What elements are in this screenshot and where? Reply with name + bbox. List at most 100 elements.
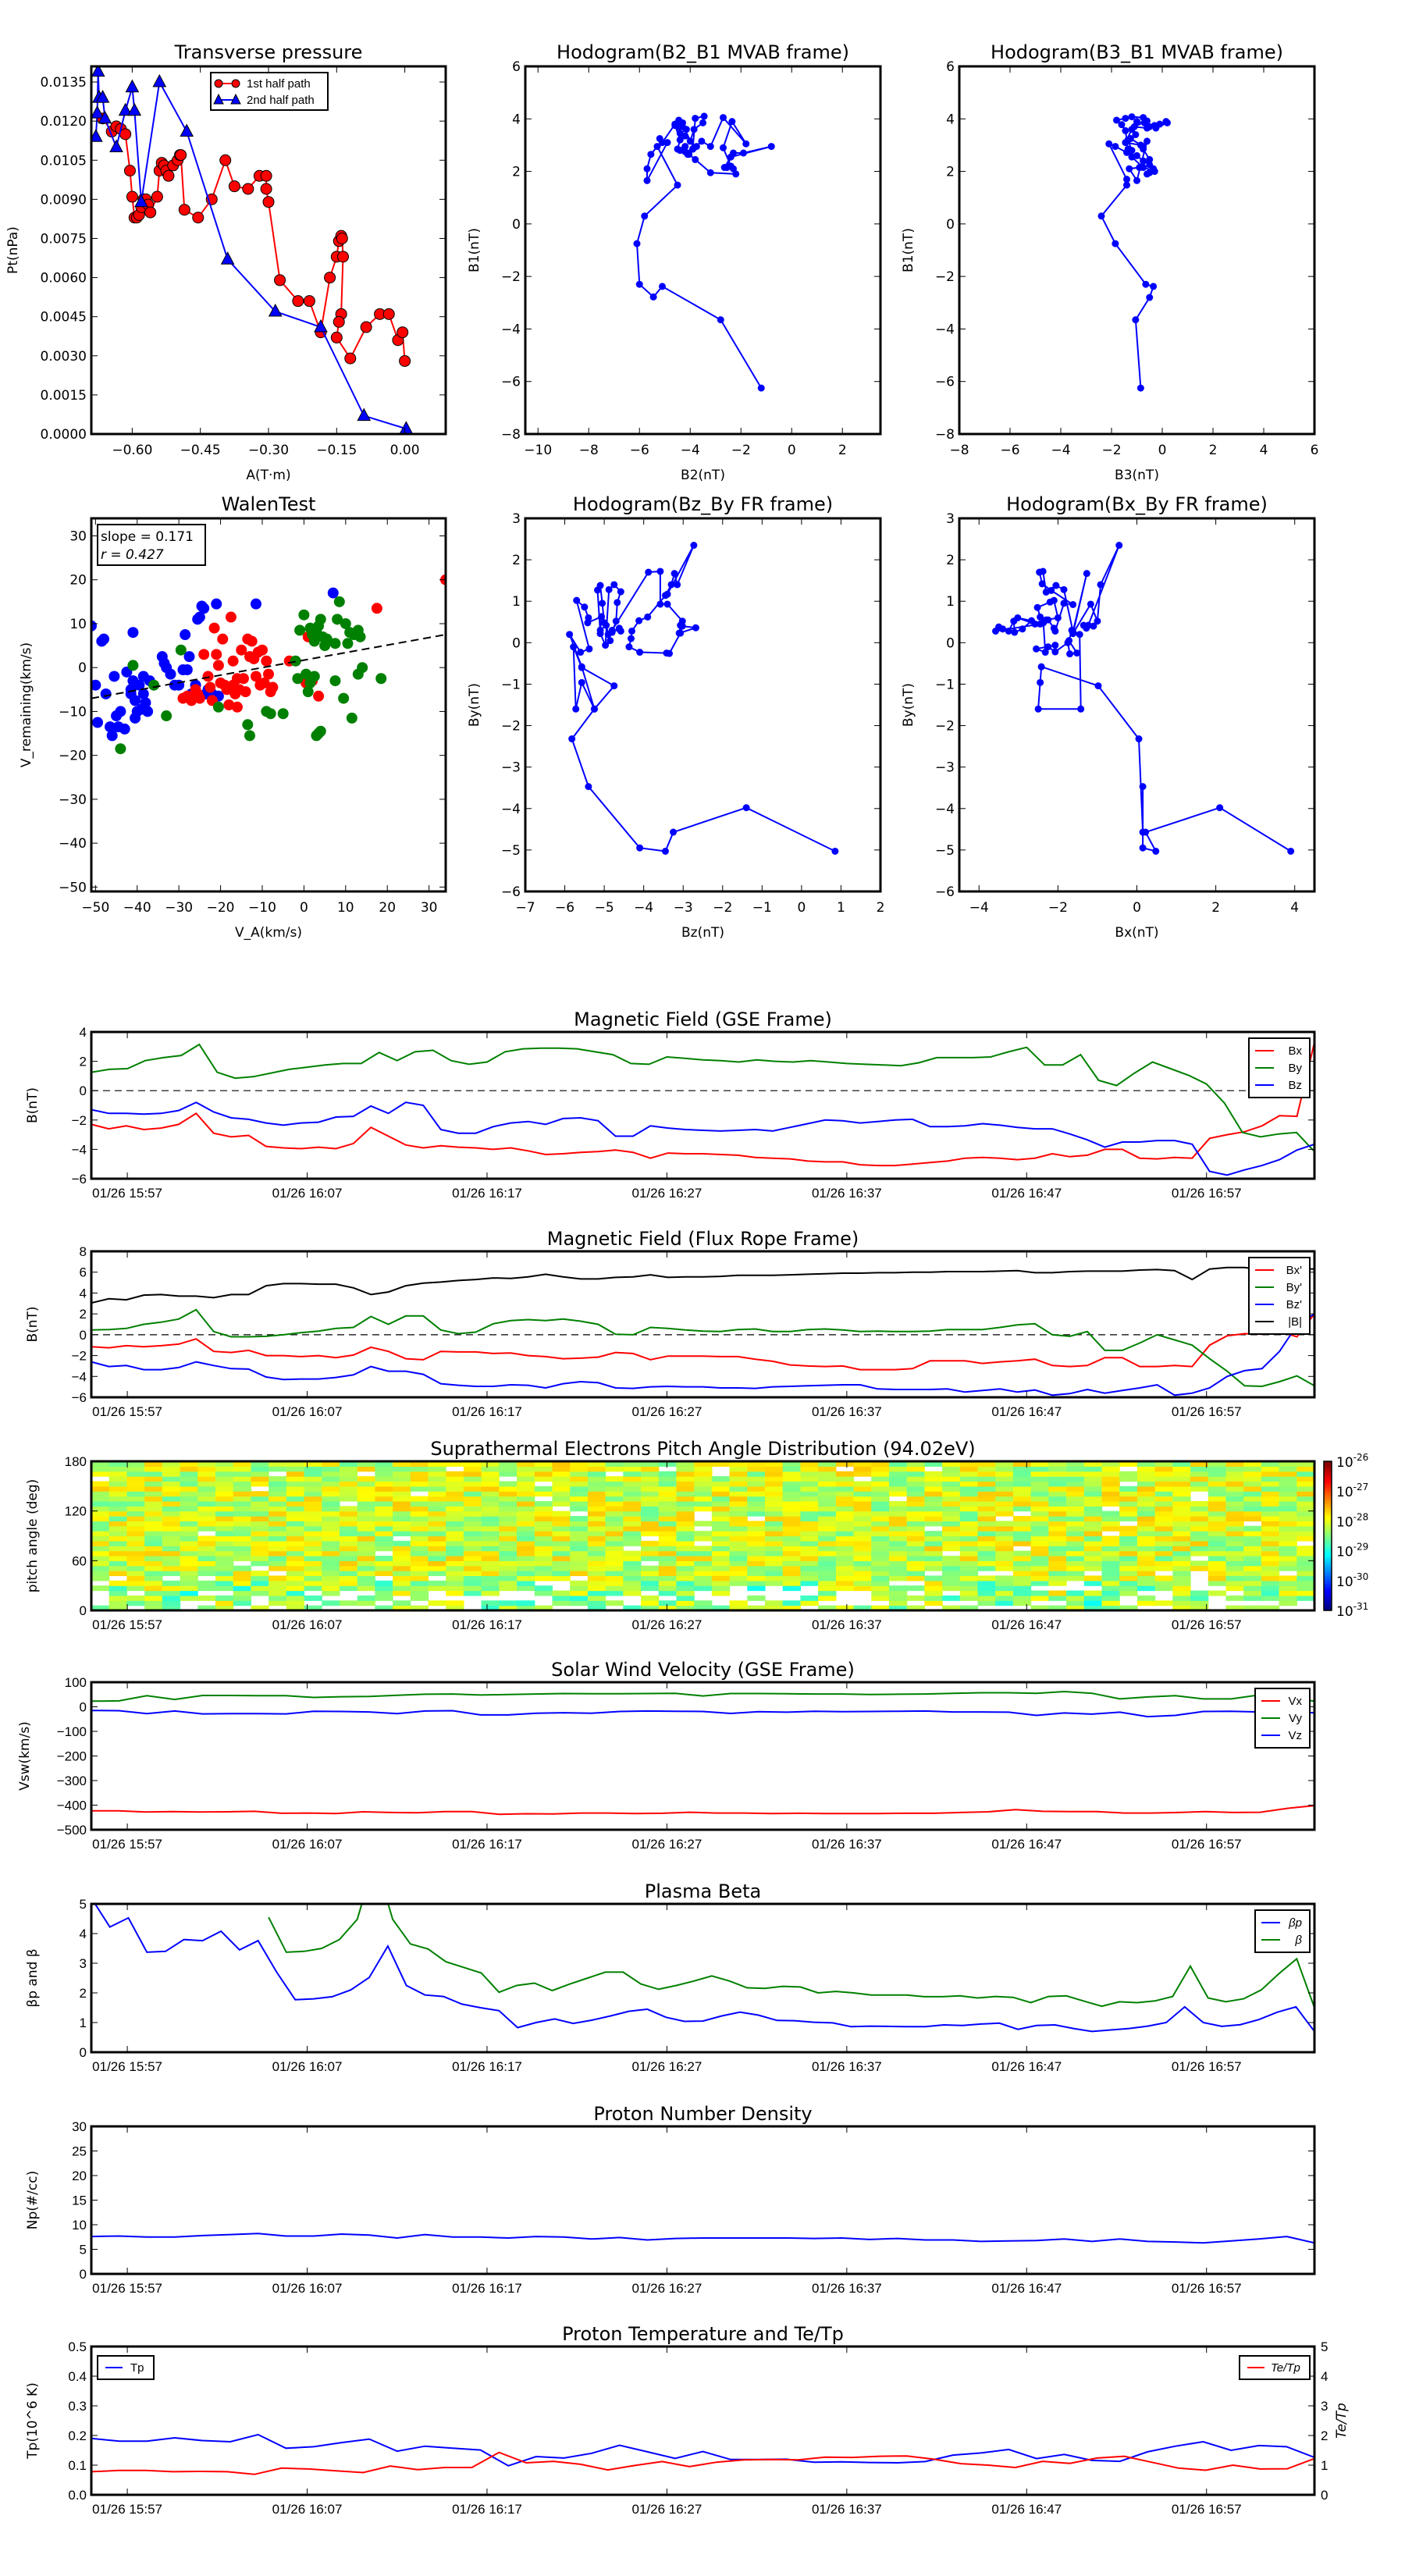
heatmap-cell <box>1136 1600 1156 1606</box>
heatmap-cell <box>446 1605 464 1611</box>
heatmap-cell <box>1279 1590 1297 1596</box>
x-tick-label: 01/26 15:57 <box>92 2059 162 2074</box>
heatmap-cell <box>499 1525 518 1532</box>
data-point <box>674 581 681 589</box>
data-point <box>667 581 675 589</box>
data-point <box>1150 283 1158 290</box>
heatmap-cell <box>924 1535 943 1542</box>
hodo_b2b1-frame <box>524 65 882 436</box>
heatmap-cell <box>269 1535 287 1542</box>
heatmap-cell <box>924 1500 943 1507</box>
data-point <box>636 844 644 852</box>
heatmap-cell <box>995 1476 1014 1482</box>
heatmap-cell <box>410 1516 429 1521</box>
data-point <box>1123 181 1130 189</box>
data-point <box>91 105 105 119</box>
heatmap-cell <box>428 1461 446 1467</box>
heatmap-cell <box>144 1521 163 1527</box>
scatter-point-blue <box>92 717 104 728</box>
heatmap-cell <box>764 1540 784 1546</box>
heatmap-cell <box>251 1550 269 1557</box>
data-point <box>1097 212 1105 220</box>
heatmap-cell <box>729 1481 748 1487</box>
heatmap-cell <box>977 1546 996 1552</box>
heatmap-cell <box>304 1555 322 1561</box>
heatmap-cell <box>91 1516 110 1521</box>
colorbar-segment <box>1324 1553 1332 1557</box>
heatmap-cell <box>888 1500 908 1507</box>
heatmap-cell <box>694 1461 713 1467</box>
heatmap-cell <box>304 1481 322 1487</box>
y-tick-label: 2 <box>512 165 521 180</box>
heatmap-cell <box>534 1565 553 1571</box>
x-tick-label: 2 <box>1209 443 1218 458</box>
x-tick-label: 01/26 16:07 <box>272 2281 343 2296</box>
heatmap-cell <box>1243 1560 1262 1567</box>
heatmap-cell <box>162 1590 181 1596</box>
scatter-point-green <box>329 638 341 649</box>
heatmap-cell <box>853 1510 872 1517</box>
heatmap-cell <box>641 1471 660 1477</box>
y-tick-label: 0.3 <box>68 2399 87 2414</box>
heatmap-cell <box>251 1605 269 1611</box>
heatmap-cell <box>747 1510 766 1517</box>
y-tick-label: −500 <box>57 1823 87 1838</box>
heatmap-cell <box>1297 1496 1315 1502</box>
heatmap-cell <box>339 1485 358 1492</box>
heatmap-cell <box>1261 1605 1280 1611</box>
heatmap-cell <box>1279 1531 1297 1537</box>
heatmap-cell <box>481 1580 500 1586</box>
heatmap-cell <box>1012 1580 1032 1586</box>
x-tick-label: 01/26 16:57 <box>1172 2502 1242 2517</box>
heatmap-cell <box>1066 1471 1085 1477</box>
heatmap-cell <box>1030 1485 1049 1492</box>
heatmap-cell <box>534 1531 553 1537</box>
heatmap-cell <box>888 1516 908 1521</box>
heatmap-cell <box>162 1595 181 1601</box>
heatmap-cell <box>233 1535 251 1542</box>
heatmap-cell <box>251 1585 269 1592</box>
heatmap-cell <box>1066 1546 1085 1552</box>
data-point <box>1011 628 1019 636</box>
heatmap-cell <box>499 1485 518 1492</box>
heatmap-cell <box>764 1500 784 1507</box>
heatmap-cell <box>1279 1535 1297 1542</box>
heatmap-cell <box>463 1510 482 1517</box>
heatmap-cell <box>1030 1510 1049 1517</box>
chart-title: Hodogram(B2_B1 MVAB frame) <box>557 41 849 63</box>
heatmap-cell <box>942 1565 961 1571</box>
heatmap-cell <box>1048 1491 1067 1497</box>
heatmap-cell <box>1101 1466 1120 1472</box>
heatmap-cell <box>871 1585 890 1592</box>
heatmap-cell <box>942 1506 961 1512</box>
heatmap-cell <box>782 1461 802 1467</box>
heatmap-cell <box>747 1531 766 1537</box>
x-tick-label: 01/26 16:27 <box>632 1186 702 1201</box>
heatmap-cell <box>1243 1571 1262 1577</box>
heatmap-cell <box>605 1525 624 1532</box>
heatmap-cell <box>215 1496 234 1502</box>
y-tick-label: 60 <box>72 1553 87 1568</box>
heatmap-cell <box>764 1476 784 1482</box>
data-point <box>700 112 708 120</box>
heatmap-cell <box>995 1471 1014 1477</box>
scatter-point-red <box>194 692 205 704</box>
heatmap-cell <box>108 1605 128 1611</box>
y-tick-label: −6 <box>72 1172 87 1187</box>
scatter-point-red <box>227 655 239 667</box>
heatmap-cell <box>800 1485 819 1492</box>
heatmap-cell <box>623 1590 642 1596</box>
heatmap-cell <box>764 1471 784 1477</box>
heatmap-cell <box>393 1476 411 1482</box>
heatmap-cell <box>1030 1500 1049 1507</box>
y-tick-label: 4 <box>946 112 955 127</box>
heatmap-cell <box>517 1466 535 1472</box>
heatmap-cell <box>1243 1485 1262 1492</box>
heatmap-cell <box>1136 1550 1156 1557</box>
scatter-point-green <box>148 679 160 691</box>
colorbar-tick-base: 10 <box>1336 1455 1353 1471</box>
heatmap-cell <box>1048 1550 1067 1557</box>
heatmap-cell <box>446 1560 464 1567</box>
heatmap-cell <box>357 1481 375 1487</box>
